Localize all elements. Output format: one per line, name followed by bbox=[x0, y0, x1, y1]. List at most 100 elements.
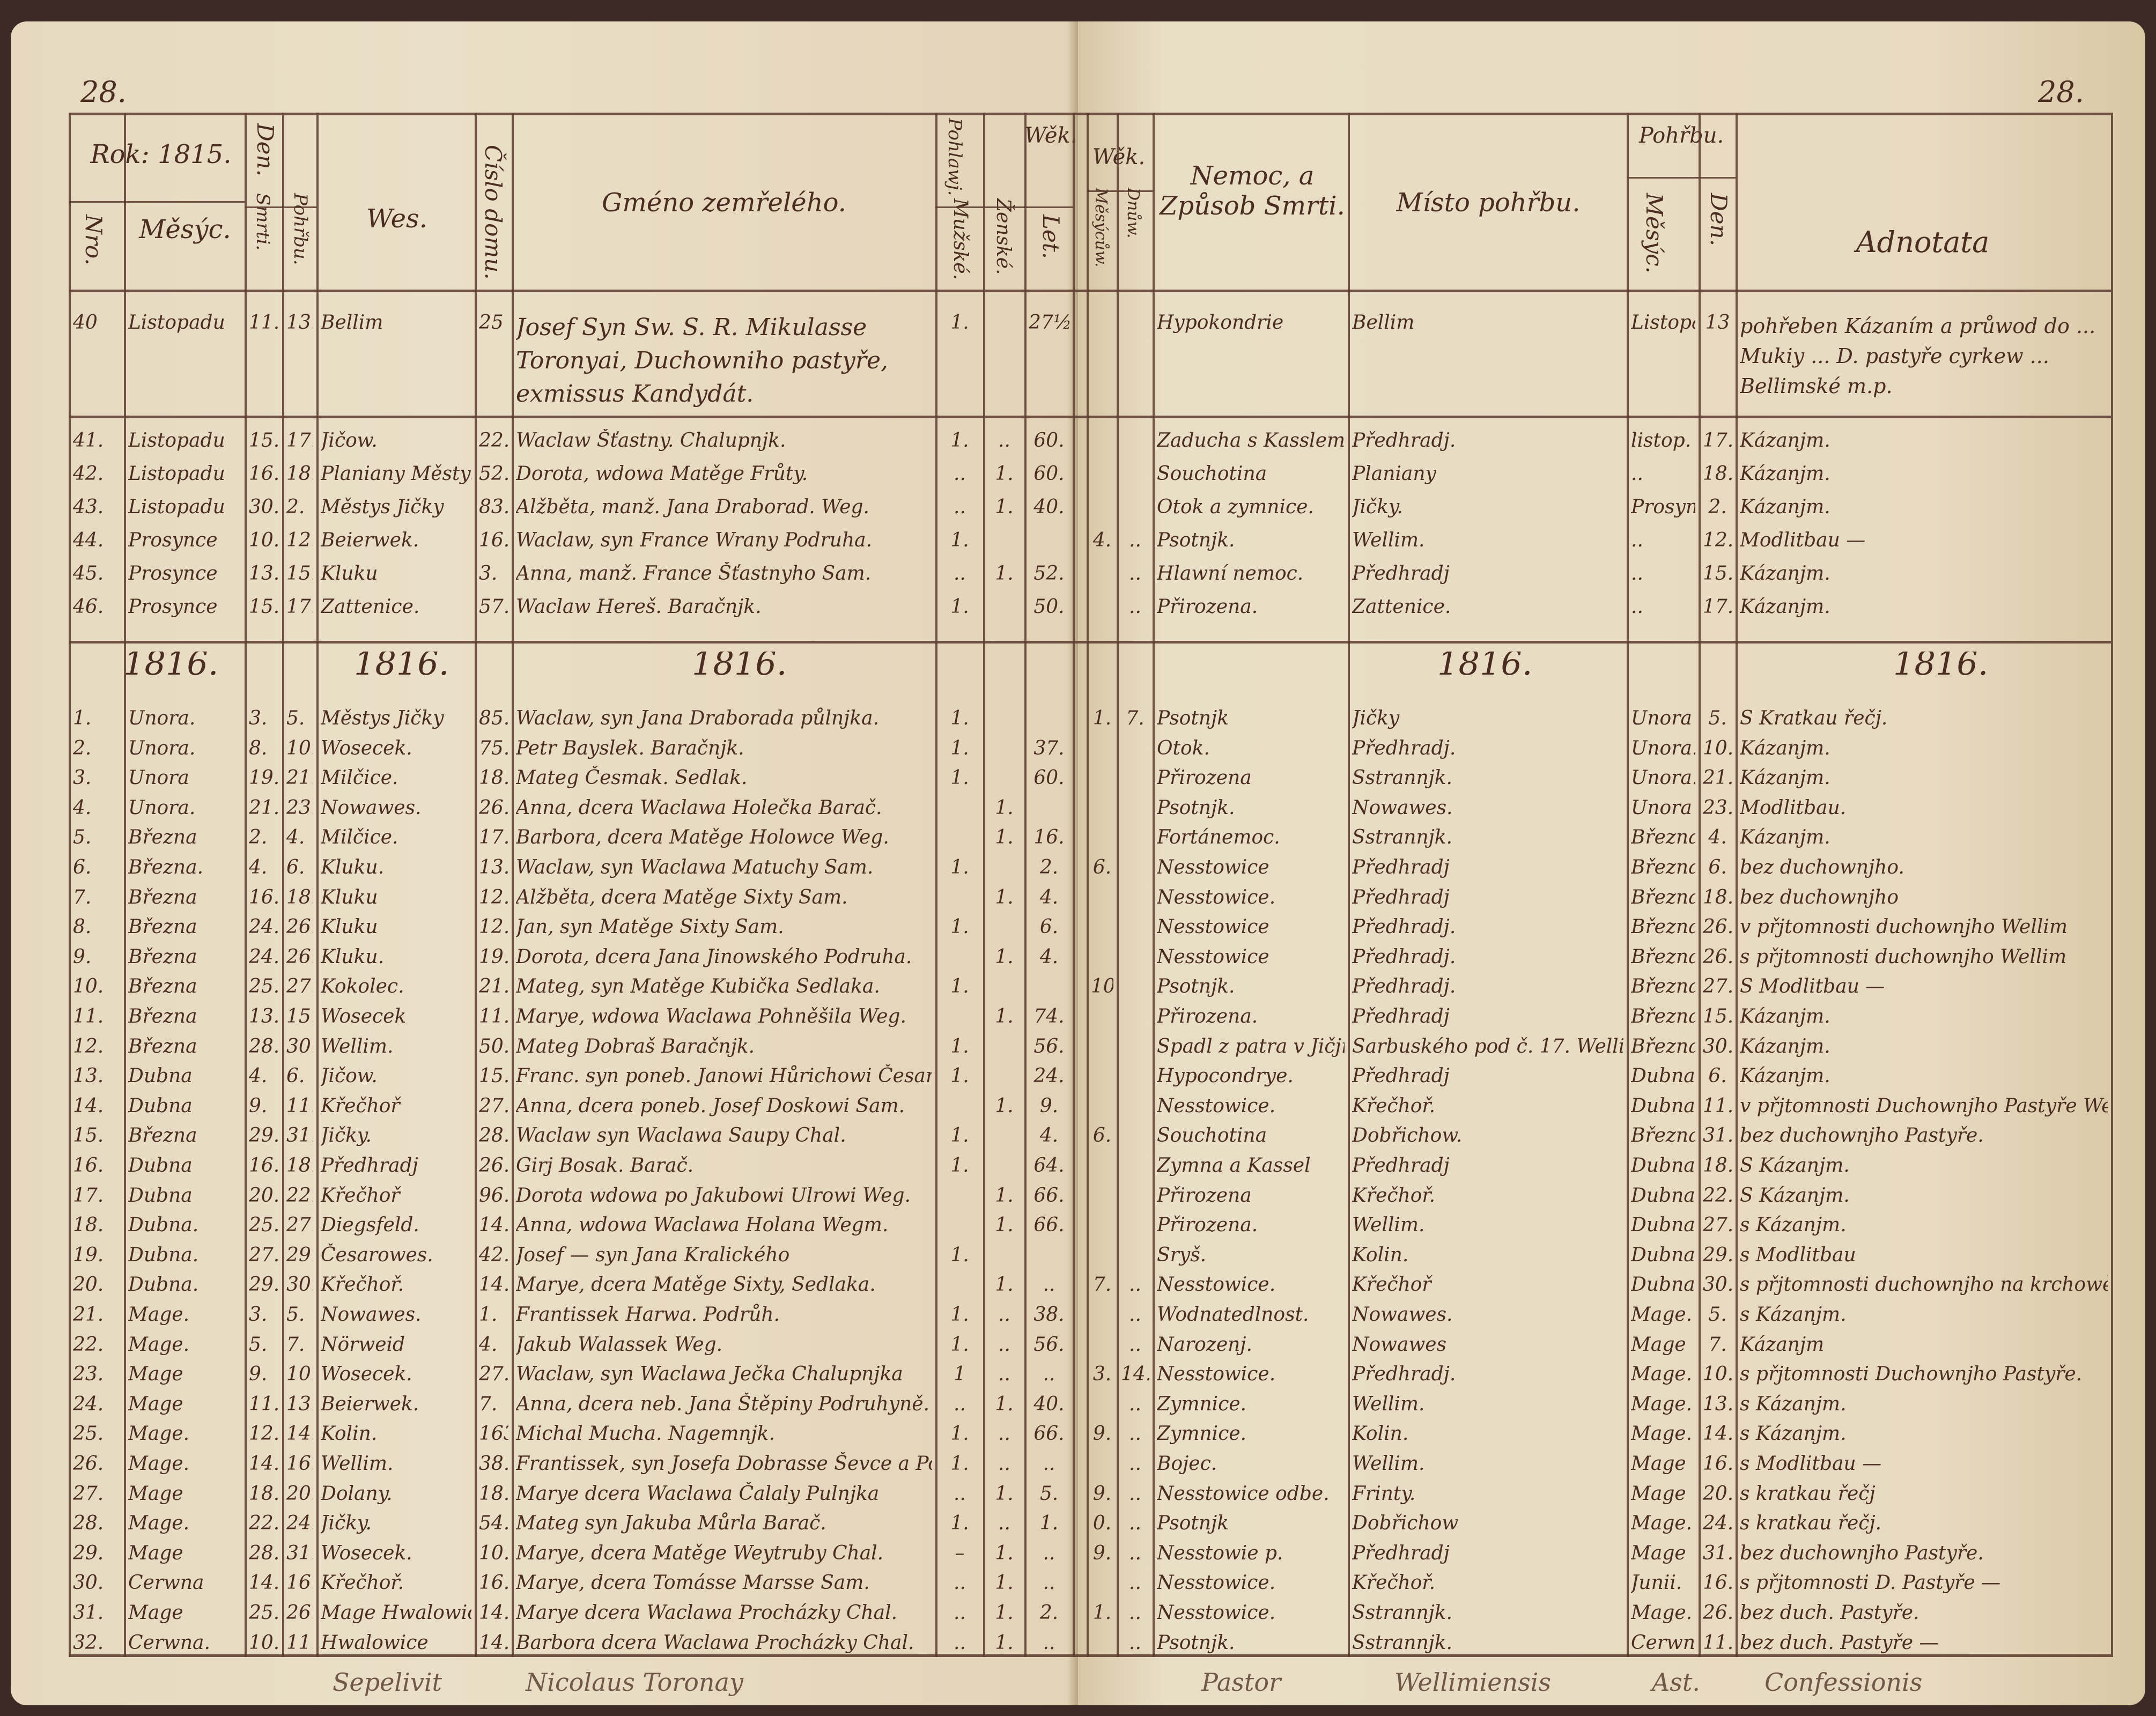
cell-nro: 45. bbox=[73, 563, 104, 585]
cell-burial-place: Předhradj. bbox=[1352, 1363, 1456, 1386]
cell-cause-of-death: Zaducha s Kasslem bbox=[1157, 430, 1345, 452]
cell-nro: 29. bbox=[73, 1542, 104, 1564]
cell-burial-place: Křečhoř bbox=[1352, 1274, 1431, 1296]
cell-death-day: 19. bbox=[249, 767, 279, 789]
cell-deceased-name: Josef Syn Sw. S. R. Mikulasse Toronyai, … bbox=[516, 314, 888, 408]
column-rule bbox=[282, 113, 284, 1657]
cell-house-number: 52. bbox=[479, 463, 508, 485]
cell-burial-day: 21. bbox=[1703, 767, 1732, 789]
cell-burial-place: Zattenice. bbox=[1352, 596, 1451, 618]
cell-house-number: 38. bbox=[479, 1453, 508, 1475]
cell-death-day: 14. bbox=[249, 1572, 279, 1594]
column-rule bbox=[2111, 113, 2113, 1657]
cell-annotation: Kázanjm. bbox=[1740, 463, 1830, 485]
cell-age-years bbox=[1029, 796, 1069, 823]
cell-burial-day: 26. bbox=[286, 916, 313, 938]
cell-annotation: pohřeben Kázaním a průwod do ... Mukiy .… bbox=[1740, 314, 2096, 398]
header-sex: Pohlawj. bbox=[944, 118, 965, 196]
cell-deceased-name: Waclaw, syn France Wrany Podruha. bbox=[516, 529, 873, 551]
cell-death-day: 4. bbox=[249, 856, 268, 878]
cell-cause-of-death: Narozenj. bbox=[1157, 1333, 1252, 1356]
cell-nro: 14. bbox=[73, 1094, 104, 1117]
cell-female: 1. bbox=[995, 463, 1014, 485]
cell-house-number: 7. bbox=[479, 1393, 498, 1415]
cell-age-years: .. bbox=[1043, 1542, 1055, 1564]
cell-age-days bbox=[1121, 856, 1149, 883]
cell-burial-day: 13. bbox=[286, 312, 313, 334]
cell-male: 1. bbox=[950, 767, 969, 789]
cell-death-day: 12. bbox=[249, 1423, 279, 1445]
header-rule bbox=[935, 206, 1073, 208]
cell-burial-day: 20. bbox=[286, 1482, 313, 1505]
cell-death-day: 10. bbox=[249, 1631, 279, 1654]
cell-age-days: .. bbox=[1129, 1453, 1141, 1475]
header-rule bbox=[1627, 177, 1736, 179]
cell-female: .. bbox=[998, 1363, 1010, 1386]
cell-house-number: 13. bbox=[479, 856, 508, 878]
cell-village: Milčice. bbox=[321, 826, 398, 849]
header-annotation: Adnotata bbox=[1856, 225, 1990, 259]
cell-month: Dubna bbox=[128, 1155, 193, 1177]
cell-annotation: Kázanjm. bbox=[1740, 1005, 1830, 1027]
cell-deceased-name: Jan, syn Matěge Sixty Sam. bbox=[516, 916, 784, 938]
cell-village: Městys Jičky bbox=[321, 707, 444, 729]
cell-female: 1. bbox=[995, 563, 1014, 585]
cell-age-months: 7. bbox=[1092, 1274, 1112, 1296]
cell-burial-month: Unora. bbox=[1631, 737, 1695, 759]
cell-age-months bbox=[1091, 595, 1113, 622]
cell-male: .. bbox=[954, 1572, 966, 1594]
cell-male: 1. bbox=[950, 737, 969, 759]
cell-nro: 15. bbox=[73, 1125, 104, 1147]
cell-age-months bbox=[1091, 1035, 1113, 1062]
cell-age-months bbox=[1091, 311, 1113, 413]
cell-burial-day: 26. bbox=[1703, 1602, 1732, 1624]
cell-month: Března bbox=[128, 826, 197, 849]
cell-nro: 9. bbox=[73, 945, 92, 968]
cell-cause-of-death: Spadl z patra v Jičjně bbox=[1157, 1035, 1345, 1057]
cell-burial-day: 31. bbox=[1703, 1125, 1732, 1147]
cell-deceased-name: Marye, dcera Tomásse Marsse Sam. bbox=[516, 1572, 870, 1594]
cell-annotation: S Kázanjm. bbox=[1740, 1184, 1850, 1207]
cell-female: .. bbox=[998, 1453, 1010, 1475]
cell-annotation: s přjtomnosti duchownjho Wellim bbox=[1740, 945, 2067, 968]
header-burial: Pohřbu. bbox=[290, 193, 311, 265]
cell-house-number: 10. bbox=[479, 1542, 508, 1564]
cell-age-years: 2. bbox=[1039, 856, 1059, 878]
cell-nro: 4. bbox=[73, 796, 92, 819]
cell-annotation: Kázanjm. bbox=[1740, 767, 1830, 789]
cell-age-years: 4. bbox=[1039, 945, 1059, 968]
cell-age-years: 1. bbox=[1039, 1512, 1059, 1535]
cell-burial-day: 5. bbox=[286, 1304, 305, 1326]
cell-annotation: s kratkau řečj bbox=[1740, 1482, 1876, 1505]
cell-age-days: .. bbox=[1129, 1274, 1141, 1296]
cell-annotation: s Kázanjm. bbox=[1740, 1214, 1847, 1237]
column-rule bbox=[983, 113, 985, 1657]
cell-deceased-name: Marye dcera Waclawa Čalaly Pulnjka bbox=[516, 1482, 880, 1505]
cell-village: Wosecek bbox=[321, 1005, 407, 1027]
footer-pastor: Pastor bbox=[1201, 1668, 1281, 1697]
column-rule bbox=[245, 113, 247, 1657]
cell-cause-of-death: Psotnjk bbox=[1157, 707, 1229, 729]
year-header: Rok: 1815. bbox=[90, 139, 232, 169]
cell-male: 1. bbox=[950, 596, 969, 618]
cell-burial-day: 20. bbox=[1703, 1482, 1732, 1505]
cell-nro: 31. bbox=[73, 1602, 104, 1624]
cell-deceased-name: Anna, dcera Waclawa Holečka Barač. bbox=[516, 796, 882, 819]
cell-age-days: .. bbox=[1129, 1333, 1141, 1356]
cell-house-number: 18. bbox=[479, 767, 508, 789]
cell-deceased-name: Marye dcera Waclawa Procházky Chal. bbox=[516, 1602, 898, 1624]
cell-age-years: 6. bbox=[1039, 916, 1059, 938]
column-rule bbox=[1087, 113, 1089, 1657]
cell-house-number: 19. bbox=[479, 945, 508, 968]
cell-deceased-name: Dorota, dcera Jana Jinowského Podruha. bbox=[516, 945, 912, 968]
year-1816-label: 1816. bbox=[123, 652, 219, 675]
cell-cause-of-death: Přirozena. bbox=[1157, 596, 1258, 618]
cell-village: Nowawes. bbox=[321, 796, 422, 819]
cell-deceased-name: Waclaw, syn Waclawa Matuchy Sam. bbox=[516, 856, 874, 878]
cell-female bbox=[987, 1154, 1021, 1181]
cell-burial-place: Kolin. bbox=[1352, 1423, 1409, 1445]
header-female: Ženské. bbox=[992, 198, 1014, 275]
cell-male: .. bbox=[954, 1393, 966, 1415]
cell-burial-place: Wellim. bbox=[1352, 1214, 1425, 1237]
cell-death-day: 3. bbox=[249, 1304, 268, 1326]
